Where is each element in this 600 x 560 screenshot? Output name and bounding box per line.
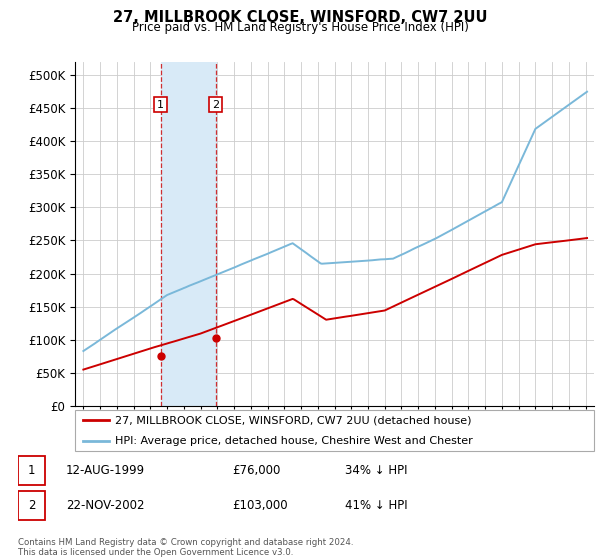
Text: 1: 1: [28, 464, 35, 477]
Text: Price paid vs. HM Land Registry's House Price Index (HPI): Price paid vs. HM Land Registry's House …: [131, 21, 469, 34]
Text: 22-NOV-2002: 22-NOV-2002: [66, 499, 145, 512]
Text: 34% ↓ HPI: 34% ↓ HPI: [345, 464, 407, 477]
Bar: [161, 62, 215, 406]
Text: Contains HM Land Registry data © Crown copyright and database right 2024.
This d: Contains HM Land Registry data © Crown c…: [18, 538, 353, 557]
Text: 12-AUG-1999: 12-AUG-1999: [66, 464, 145, 477]
Text: £76,000: £76,000: [232, 464, 281, 477]
Text: 27, MILLBROOK CLOSE, WINSFORD, CW7 2UU: 27, MILLBROOK CLOSE, WINSFORD, CW7 2UU: [113, 10, 487, 25]
FancyBboxPatch shape: [18, 456, 45, 485]
FancyBboxPatch shape: [18, 491, 45, 520]
Text: 1: 1: [157, 100, 164, 110]
Text: £103,000: £103,000: [232, 499, 288, 512]
Text: HPI: Average price, detached house, Cheshire West and Chester: HPI: Average price, detached house, Ches…: [115, 436, 473, 446]
Text: 27, MILLBROOK CLOSE, WINSFORD, CW7 2UU (detached house): 27, MILLBROOK CLOSE, WINSFORD, CW7 2UU (…: [115, 415, 472, 425]
FancyBboxPatch shape: [75, 410, 594, 451]
Text: 41% ↓ HPI: 41% ↓ HPI: [345, 499, 408, 512]
Text: 2: 2: [212, 100, 219, 110]
Text: 2: 2: [28, 499, 35, 512]
